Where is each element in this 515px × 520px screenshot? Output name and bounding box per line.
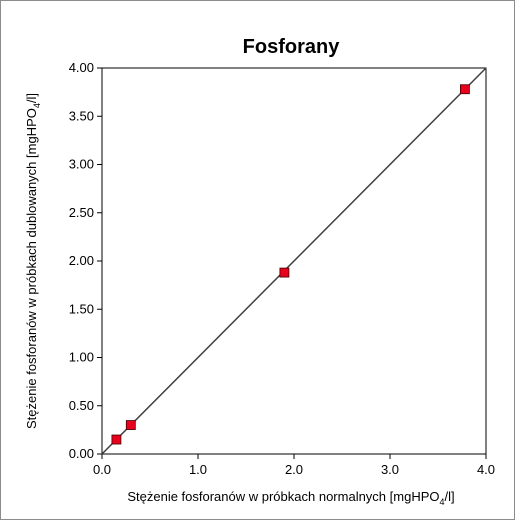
x-axis-title-unit: /l] bbox=[445, 489, 455, 504]
x-axis-title: Stężenie fosforanów w próbkach normalnyc… bbox=[127, 489, 454, 507]
data-points bbox=[111, 84, 470, 445]
x-axis-title-main: Stężenie fosforanów w próbkach normalnyc… bbox=[127, 489, 439, 504]
data-point bbox=[125, 420, 136, 430]
reference-line bbox=[101, 67, 487, 455]
x-tick-label: 1.0 bbox=[189, 462, 207, 477]
y-tick-label: 4.00 bbox=[69, 60, 94, 75]
data-point bbox=[459, 84, 470, 95]
x-tick-label: 2.0 bbox=[285, 462, 303, 477]
x-axis-title-subscript: 4 bbox=[440, 497, 445, 507]
y-axis-title: Stężenie fosforanów w próbkach dublowany… bbox=[24, 93, 42, 429]
x-axis-ticks: 0.0 1.0 2.0 3.0 4.0 bbox=[93, 454, 495, 477]
y-axis-title-subscript: 4 bbox=[32, 103, 42, 108]
chart-title: Fosforany bbox=[243, 36, 341, 58]
y-axis-ticks: 0.00 0.50 1.00 1.50 2.00 2.50 3.00 3.50 4.00 bbox=[69, 60, 102, 461]
y-tick-label: 1.50 bbox=[69, 301, 94, 316]
y-tick-label: 0.00 bbox=[69, 446, 94, 461]
y-axis-title-main: Stężenie fosforanów w próbkach dublowany… bbox=[24, 108, 39, 429]
y-tick-label: 2.00 bbox=[69, 253, 94, 268]
x-tick-label: 0.0 bbox=[93, 462, 111, 477]
y-tick-label: 2.50 bbox=[69, 205, 94, 220]
x-tick-label: 3.0 bbox=[381, 462, 399, 477]
y-tick-label: 0.50 bbox=[69, 398, 94, 413]
data-point bbox=[279, 267, 290, 278]
x-tick-label: 4.0 bbox=[477, 462, 495, 477]
data-point bbox=[111, 434, 122, 445]
y-axis-title-unit: /l] bbox=[24, 93, 39, 103]
y-tick-label: 3.50 bbox=[69, 108, 94, 123]
y-tick-label: 3.00 bbox=[69, 157, 94, 172]
y-tick-label: 1.00 bbox=[69, 350, 94, 365]
